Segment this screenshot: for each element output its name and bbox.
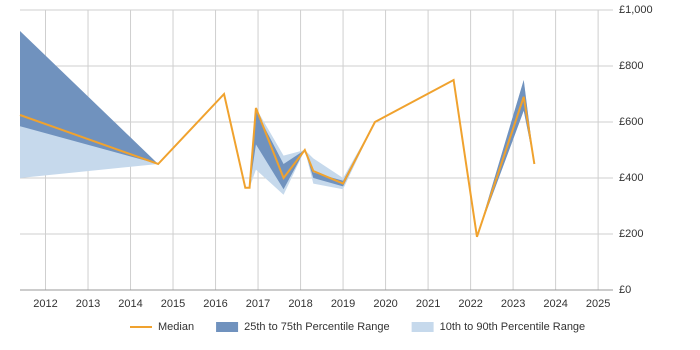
legend-swatch (411, 322, 434, 332)
x-tick-label: 2019 (331, 298, 355, 310)
x-tick-label: 2016 (203, 298, 227, 310)
y-tick-label: £0 (619, 284, 631, 296)
x-tick-label: 2015 (161, 298, 185, 310)
x-tick-label: 2012 (33, 298, 57, 310)
y-tick-label: £200 (619, 228, 643, 240)
x-tick-label: 2020 (373, 298, 397, 310)
x-tick-label: 2023 (501, 298, 525, 310)
x-tick-label: 2014 (118, 298, 142, 310)
y-tick-label: £400 (619, 172, 643, 184)
y-tick-label: £800 (619, 60, 643, 72)
percentile-band (20, 31, 535, 237)
y-tick-label: £1,000 (619, 4, 653, 16)
x-tick-label: 2013 (76, 298, 100, 310)
x-tick-label: 2017 (246, 298, 270, 310)
legend-label: 10th to 90th Percentile Range (440, 321, 586, 333)
median-line (19, 78, 536, 238)
x-tick-label: 2022 (458, 298, 482, 310)
x-tick-label: 2018 (288, 298, 312, 310)
legend-label: Median (158, 321, 194, 333)
x-tick-label: 2021 (416, 298, 440, 310)
legend-label: 25th to 75th Percentile Range (244, 321, 390, 333)
y-tick-label: £600 (619, 116, 643, 128)
x-tick-label: 2025 (586, 298, 610, 310)
x-tick-label: 2024 (543, 298, 567, 310)
legend-swatch (216, 322, 239, 332)
